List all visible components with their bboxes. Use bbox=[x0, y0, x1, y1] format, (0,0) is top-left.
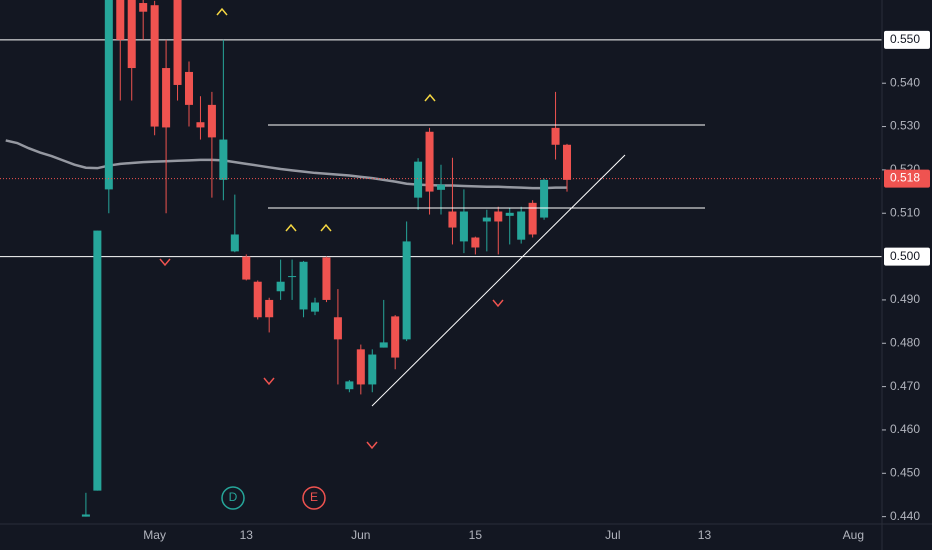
candle-body bbox=[322, 257, 331, 300]
fractal-up-markers bbox=[216, 7, 436, 232]
candle-body bbox=[494, 211, 503, 222]
candle-body bbox=[288, 276, 297, 278]
candle-body bbox=[219, 139, 228, 180]
level-label-box bbox=[884, 30, 930, 49]
y-tick-label: 0.480 bbox=[890, 335, 920, 349]
marker bbox=[320, 223, 332, 232]
candle-body bbox=[276, 281, 285, 292]
candle-body bbox=[150, 5, 159, 127]
trend-line bbox=[371, 154, 626, 407]
event-badge[interactable] bbox=[302, 486, 326, 510]
candle-body bbox=[505, 212, 514, 216]
axes: 0.4400.4500.4600.4700.4800.4900.5100.520… bbox=[143, 30, 930, 542]
candle-body bbox=[162, 68, 171, 128]
x-tick-label: Aug bbox=[843, 528, 864, 542]
candle-body bbox=[265, 299, 274, 318]
candle-body bbox=[482, 217, 491, 222]
candle-body bbox=[81, 514, 90, 517]
candle-body bbox=[414, 161, 423, 198]
last-price-label: 0.518 bbox=[890, 171, 920, 185]
marker bbox=[216, 7, 228, 16]
candle-body bbox=[540, 179, 549, 218]
y-tick-label: 0.470 bbox=[890, 379, 920, 393]
event-label[interactable]: D bbox=[229, 490, 238, 504]
y-tick-label: 0.530 bbox=[890, 119, 920, 133]
candle-body bbox=[356, 349, 365, 385]
marker bbox=[159, 258, 171, 267]
marker bbox=[492, 299, 504, 308]
candle-body bbox=[173, 0, 182, 85]
event-label[interactable]: E bbox=[310, 490, 318, 504]
x-tick-label: May bbox=[143, 528, 166, 542]
candle-body bbox=[230, 234, 239, 252]
candle-body bbox=[253, 281, 262, 318]
candle-body bbox=[207, 104, 216, 138]
last-price-box bbox=[884, 169, 930, 188]
y-tick-label: 0.540 bbox=[890, 75, 920, 89]
candle-body bbox=[562, 144, 572, 180]
marker bbox=[285, 223, 297, 232]
candle-body bbox=[528, 202, 537, 235]
x-tick-label: 13 bbox=[240, 528, 254, 542]
x-tick-label: 15 bbox=[469, 528, 483, 542]
event-badge[interactable] bbox=[221, 486, 245, 510]
marker bbox=[366, 441, 378, 450]
y-tick-label: 0.450 bbox=[890, 465, 920, 479]
candle-body bbox=[471, 237, 480, 248]
level-label: 0.500 bbox=[890, 249, 920, 263]
annotations: D E bbox=[159, 7, 705, 510]
candle-body bbox=[333, 317, 342, 340]
fractal-down-markers bbox=[159, 258, 504, 450]
candle-body bbox=[139, 3, 148, 12]
candle-body bbox=[242, 256, 251, 280]
x-tick-label: 13 bbox=[698, 528, 712, 542]
candle-body bbox=[551, 127, 560, 145]
candle-body bbox=[379, 342, 388, 348]
x-tick-label: Jul bbox=[605, 528, 620, 542]
candle-body bbox=[116, 0, 125, 40]
moving-average bbox=[5, 139, 567, 190]
candle-body bbox=[402, 241, 411, 340]
plot-area bbox=[0, 0, 882, 517]
candle-body bbox=[184, 71, 194, 105]
candle-body bbox=[196, 122, 205, 128]
x-tick-label: Jun bbox=[351, 528, 370, 542]
level-label: 0.550 bbox=[890, 32, 920, 46]
y-tick-label: 0.460 bbox=[890, 422, 920, 436]
candle-body bbox=[517, 211, 526, 240]
candle-body bbox=[448, 211, 457, 228]
candle-body bbox=[459, 211, 468, 242]
y-tick-label: 0.440 bbox=[890, 509, 920, 523]
candle-body bbox=[310, 302, 320, 312]
candle-body bbox=[425, 131, 434, 192]
candle-body bbox=[436, 184, 446, 190]
marker bbox=[424, 93, 436, 102]
candle-body bbox=[391, 316, 400, 358]
y-tick-label: 0.510 bbox=[890, 205, 920, 219]
level-label-box bbox=[884, 247, 930, 266]
y-tick-label: 0.490 bbox=[890, 292, 920, 306]
candle-body bbox=[127, 0, 136, 69]
candle-body bbox=[368, 354, 377, 385]
candle-body bbox=[345, 381, 354, 390]
candle-body bbox=[104, 0, 113, 190]
candle-body bbox=[299, 261, 308, 310]
candle-body bbox=[93, 230, 102, 491]
marker bbox=[263, 377, 275, 386]
